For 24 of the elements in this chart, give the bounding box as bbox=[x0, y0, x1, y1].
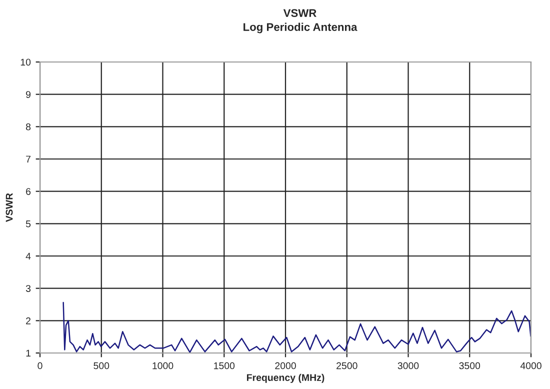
x-tick-label: 500 bbox=[94, 362, 110, 370]
x-tick-label: 2500 bbox=[336, 362, 358, 370]
y-tick-label: 10 bbox=[20, 58, 31, 66]
chart-subtitle: Log Periodic Antenna bbox=[244, 22, 358, 34]
chart-title: VSWR bbox=[283, 9, 316, 17]
y-tick-label: 1 bbox=[26, 350, 30, 357]
y-tick-label: 7 bbox=[26, 156, 30, 163]
x-tick-label: 1500 bbox=[214, 362, 235, 370]
line-series bbox=[62, 302, 531, 353]
x-tick-label: 2000 bbox=[275, 362, 296, 370]
x-tick-label: 1000 bbox=[152, 362, 174, 370]
y-tick-label: 5 bbox=[26, 220, 31, 228]
y-tick-label: 2 bbox=[26, 317, 30, 324]
y-tick-label: 8 bbox=[26, 123, 31, 130]
y-tick-label: 6 bbox=[26, 188, 31, 195]
x-tick-label: 4000 bbox=[520, 362, 542, 370]
y-tick-label: 4 bbox=[26, 252, 31, 260]
x-tick-label: 3000 bbox=[398, 362, 419, 370]
x-tick-label: 3500 bbox=[459, 362, 480, 370]
y-tick-label: 9 bbox=[26, 91, 31, 98]
y-tick-label: 3 bbox=[26, 285, 31, 292]
x-axis-title: Frequency (MHz) bbox=[246, 374, 324, 383]
y-axis-title: VSWR bbox=[6, 193, 13, 222]
x-tick-label: 0 bbox=[38, 362, 42, 370]
